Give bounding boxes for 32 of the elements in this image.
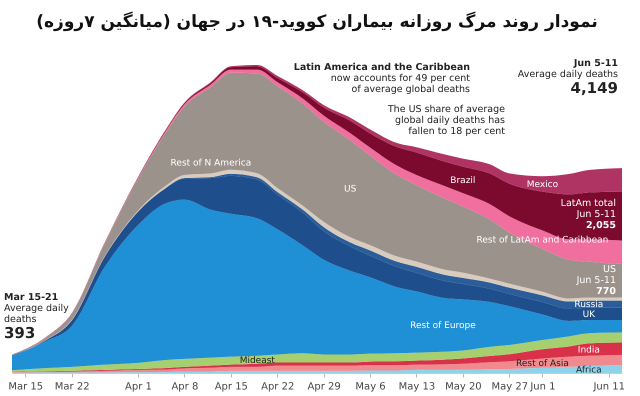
series-label: Rest of Asia [516, 359, 569, 370]
series-label: UK [582, 310, 596, 320]
annotation: Mar 15-21 Average daily deaths 393 [4, 292, 69, 342]
chart-title: نمودار روند مرگ روزانه بیماران کووید-۱۹ در جهان (میانگین ۷روزه) [36, 11, 598, 32]
series-label: Africa [576, 365, 602, 376]
series-label: Russia [574, 300, 604, 310]
x-tick-label: Mar 22 [54, 382, 90, 392]
series-label: Mideast [240, 356, 276, 366]
series-label: Brazil [450, 176, 476, 186]
x-tick-label: May 13 [398, 382, 436, 392]
annotation: Latin America and the Caribbean now accounts for 49 per cent of average global deaths [294, 62, 470, 95]
text: US [344, 184, 356, 195]
x-tick-label: Jun 11 [592, 382, 626, 392]
annotation: LatAm total Jun 5-11 2,055 [560, 198, 616, 231]
x-tick-label: Jun 1 [529, 382, 556, 392]
text: Jun 5-11 770 [576, 275, 616, 297]
series-label: Rest of Europe [410, 320, 476, 331]
series-label: Rest of N America [170, 158, 252, 168]
x-tick-label: Apr 8 [171, 382, 198, 392]
x-tick-label: May 20 [445, 382, 482, 392]
x-tick-label: Mar 15 [8, 382, 44, 392]
x-tick-label: Apr 22 [261, 382, 294, 392]
annotation: Jun 5-11 Average daily deaths 4,149 [518, 58, 618, 97]
x-tick-label: Apr 1 [125, 382, 152, 392]
x-tick-label: May 6 [355, 382, 386, 392]
x-tick-label: May 27 [491, 382, 528, 392]
x-tick-label: Apr 15 [214, 382, 248, 392]
series-label: Mexico [526, 180, 559, 190]
x-tick-label: Apr 29 [308, 382, 341, 392]
series-label: India [578, 346, 600, 356]
series-label: US [603, 264, 616, 275]
annotation: The US share of average global daily deaths has fallen to 18 per cent [388, 104, 505, 137]
